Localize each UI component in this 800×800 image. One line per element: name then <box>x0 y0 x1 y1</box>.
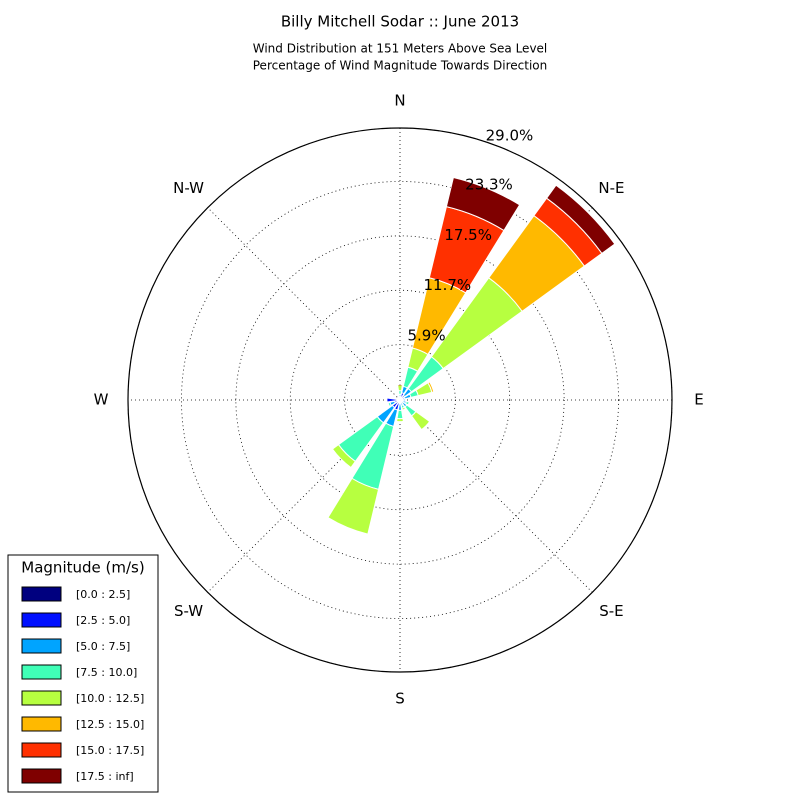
legend-label: [12.5 : 15.0] <box>76 718 144 731</box>
bar-segment <box>410 410 431 431</box>
legend-swatch <box>21 768 62 784</box>
legend-label: [2.5 : 5.0] <box>76 614 130 627</box>
direction-label: S-E <box>599 602 623 620</box>
bar-segment <box>396 409 404 420</box>
direction-label: N <box>394 92 405 110</box>
direction-label: S <box>395 690 405 708</box>
bar-segment <box>401 406 407 411</box>
legend-label: [5.0 : 7.5] <box>76 640 130 653</box>
bar-segment <box>396 417 404 423</box>
legend-swatch <box>21 586 62 602</box>
bar-segment <box>404 400 410 406</box>
legend-label: [7.5 : 10.0] <box>76 666 137 679</box>
bar-segment <box>331 443 357 469</box>
bar-segment <box>397 384 403 392</box>
legend-label: [15.0 : 17.5] <box>76 744 144 757</box>
legend-swatch <box>21 638 62 654</box>
direction-label: E <box>694 391 703 409</box>
grid-ring <box>235 235 565 565</box>
direction-label: N-W <box>173 179 204 197</box>
bar-segment <box>445 176 521 232</box>
chart-title: Billy Mitchell Sodar :: June 2013 <box>281 13 519 31</box>
r-tick-label: 5.9% <box>407 326 445 344</box>
chart-subtitle: Wind Distribution at 151 Meters Above Se… <box>253 42 548 56</box>
bar-segment <box>545 184 616 255</box>
legend-swatch <box>21 742 62 758</box>
legend-label: [17.5 : inf] <box>76 770 134 783</box>
direction-label: W <box>94 391 109 409</box>
legend-swatch <box>21 690 62 706</box>
legend-swatch <box>21 612 62 628</box>
bar-segment <box>397 395 400 399</box>
r-tick-label: 17.5% <box>444 226 492 244</box>
bar-segment <box>387 401 392 408</box>
legend-label: [10.0 : 12.5] <box>76 692 144 705</box>
r-tick-label: 23.3% <box>465 176 513 194</box>
chart-subtitle: Percentage of Wind Magnitude Towards Dir… <box>253 59 547 73</box>
legend-label: [0.0 : 2.5] <box>76 588 130 601</box>
legend-swatch <box>21 716 62 732</box>
legend-swatch <box>21 664 62 680</box>
r-tick-label: 29.0% <box>486 126 534 144</box>
legend-title: Magnitude (m/s) <box>21 559 144 577</box>
direction-label: N-E <box>598 179 624 197</box>
polar-frame <box>127 127 673 673</box>
bar-segment <box>327 477 380 535</box>
grid-ring <box>181 181 619 619</box>
bar-segment <box>427 381 435 393</box>
direction-label: S-W <box>174 602 203 620</box>
grid-ring <box>289 289 511 511</box>
r-tick-label: 11.7% <box>424 276 472 294</box>
